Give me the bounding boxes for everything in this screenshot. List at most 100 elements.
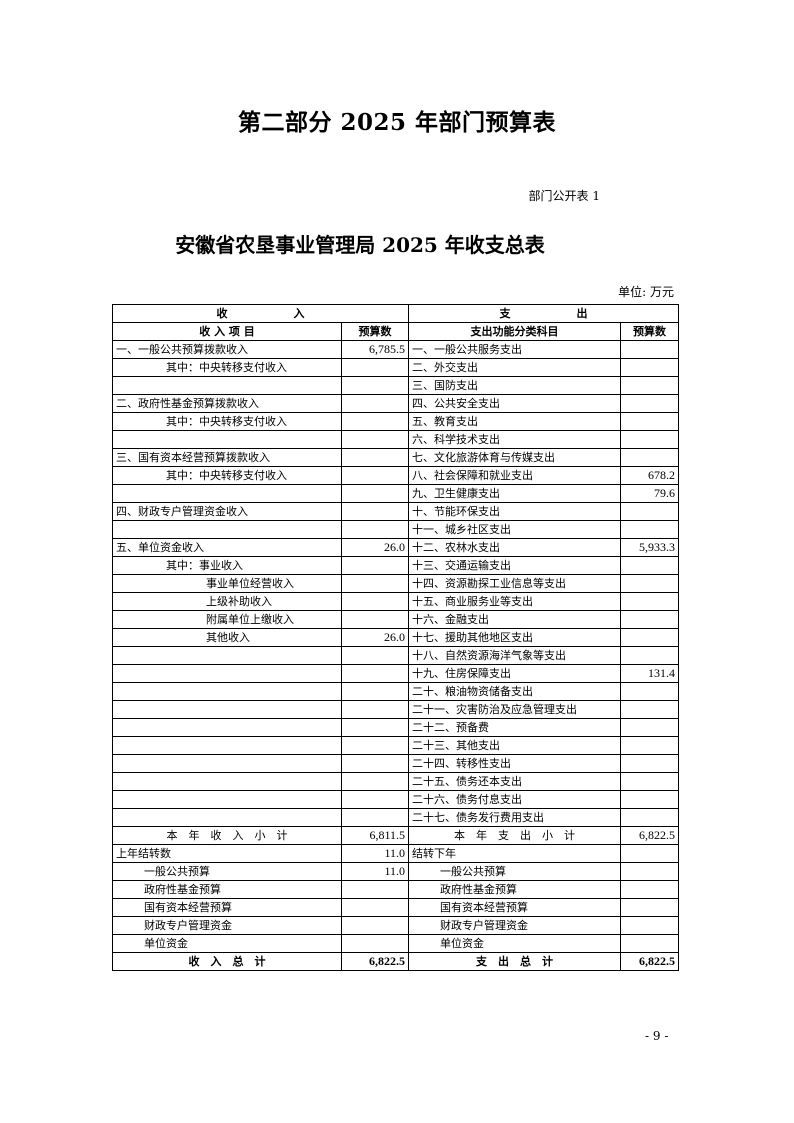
table-row: 其中：中央转移支付收入 二、外交支出 [112, 358, 679, 377]
expense-amount [620, 430, 679, 449]
subtotal-row: 本 年 收 入 小 计 6,811.5 本 年 支 出 小 计 6,822.5 [112, 826, 679, 845]
expense-amount [620, 844, 679, 863]
income-amount [341, 808, 409, 827]
expense-item: 二十三、其他支出 [408, 736, 621, 755]
expense-item: 国有资本经营预算 [408, 898, 621, 917]
expense-amount [620, 736, 679, 755]
expense-amount [620, 898, 679, 917]
income-amount [341, 718, 409, 737]
expense-item: 二十二、预备费 [408, 718, 621, 737]
document-title: 安徽省农垦事业管理局 2025 年收支总表 [175, 233, 545, 257]
expense-group-header: 支 出 [408, 304, 679, 323]
income-amount: 11.0 [341, 844, 409, 863]
expense-item: 十六、金融支出 [408, 610, 621, 629]
income-item: 四、财政专户管理资金收入 [112, 502, 342, 521]
income-item: 其中：中央转移支付收入 [112, 412, 342, 431]
expense-amount [620, 754, 679, 773]
income-amount [341, 646, 409, 665]
expense-item: 政府性基金预算 [408, 880, 621, 899]
table-row: 其中：中央转移支付收入 八、社会保障和就业支出 678.2 [112, 466, 679, 485]
expense-item: 五、教育支出 [408, 412, 621, 431]
income-item: 国有资本经营预算 [112, 898, 342, 917]
expense-item: 七、文化旅游体育与传媒支出 [408, 448, 621, 467]
income-item [112, 772, 342, 791]
table-row: 其中：中央转移支付收入 五、教育支出 [112, 412, 679, 431]
income-amount [341, 880, 409, 899]
carryover-row: 政府性基金预算 政府性基金预算 [112, 880, 679, 899]
income-amount [341, 376, 409, 395]
carryover-row: 一般公共预算 11.0 一般公共预算 [112, 862, 679, 881]
income-amount [341, 934, 409, 953]
income-amount [341, 394, 409, 413]
expense-amount [620, 718, 679, 737]
table-row: 五、单位资金收入 26.0 十二、农林水支出 5,933.3 [112, 538, 679, 557]
income-amount [341, 592, 409, 611]
income-amount [341, 772, 409, 791]
expense-amount [620, 610, 679, 629]
expense-item: 单位资金 [408, 934, 621, 953]
table-row: 事业单位经营收入 十四、资源勘探工业信息等支出 [112, 574, 679, 593]
income-item [112, 646, 342, 665]
table-row: 二十四、转移性支出 [112, 754, 679, 773]
expense-amount [620, 916, 679, 935]
table-number: 部门公开表 1 [528, 189, 600, 203]
budget-summary-table: 收 入 支 出 收 入 项 目 预算数 支出功能分类科目 预算数 一、一般公共预… [112, 304, 679, 971]
income-amount [341, 574, 409, 593]
income-amount: 26.0 [341, 538, 409, 557]
expense-item: 二十五、债务还本支出 [408, 772, 621, 791]
table-row: 十一、城乡社区支出 [112, 520, 679, 539]
income-item: 三、国有资本经营预算拨款收入 [112, 448, 342, 467]
income-item [112, 718, 342, 737]
income-amount [341, 448, 409, 467]
expense-amount [620, 358, 679, 377]
expense-item: 二十一、灾害防治及应急管理支出 [408, 700, 621, 719]
expense-item: 二十四、转移性支出 [408, 754, 621, 773]
income-item [112, 682, 342, 701]
expense-amount [620, 448, 679, 467]
expense-amount-header: 预算数 [620, 322, 679, 341]
income-item-header: 收 入 项 目 [112, 322, 342, 341]
expense-item: 二十七、债务发行费用支出 [408, 808, 621, 827]
income-item [112, 376, 342, 395]
income-item [112, 736, 342, 755]
expense-amount [620, 772, 679, 791]
carryover-row: 财政专户管理资金 财政专户管理资金 [112, 916, 679, 935]
expense-item: 十五、商业服务业等支出 [408, 592, 621, 611]
expense-amount [620, 862, 679, 881]
expense-amount [620, 556, 679, 575]
expense-item: 二、外交支出 [408, 358, 621, 377]
table-row: 一、一般公共预算拨款收入 6,785.5 一、一般公共服务支出 [112, 340, 679, 359]
income-item: 本 年 收 入 小 计 [112, 826, 342, 845]
income-amount-header: 预算数 [341, 322, 409, 341]
expense-amount [620, 394, 679, 413]
income-item: 上年结转数 [112, 844, 342, 863]
income-item: 上级补助收入 [112, 592, 342, 611]
table-row: 二十五、债务还本支出 [112, 772, 679, 791]
table-row: 二、政府性基金预算拨款收入 四、公共安全支出 [112, 394, 679, 413]
expense-item: 一般公共预算 [408, 862, 621, 881]
income-item [112, 484, 342, 503]
income-amount [341, 466, 409, 485]
table-row: 十九、住房保障支出 131.4 [112, 664, 679, 683]
income-group-header: 收 入 [112, 304, 409, 323]
expense-item: 本 年 支 出 小 计 [408, 826, 621, 845]
expense-item: 八、社会保障和就业支出 [408, 466, 621, 485]
income-item [112, 790, 342, 809]
income-item: 财政专户管理资金 [112, 916, 342, 935]
expense-amount [620, 412, 679, 431]
income-amount [341, 682, 409, 701]
page-number: - 9 - [645, 1029, 669, 1043]
carryover-row: 国有资本经营预算 国有资本经营预算 [112, 898, 679, 917]
income-item: 事业单位经营收入 [112, 574, 342, 593]
income-item: 一、一般公共预算拨款收入 [112, 340, 342, 359]
expense-item: 二十、粮油物资储备支出 [408, 682, 621, 701]
income-amount [341, 916, 409, 935]
expense-amount [620, 682, 679, 701]
expense-item: 三、国防支出 [408, 376, 621, 395]
expense-item: 十九、住房保障支出 [408, 664, 621, 683]
expense-item: 十七、援助其他地区支出 [408, 628, 621, 647]
income-amount [341, 556, 409, 575]
expense-item: 四、公共安全支出 [408, 394, 621, 413]
table-row: 十八、自然资源海洋气象等支出 [112, 646, 679, 665]
total-row: 收 入 总 计 6,822.5 支 出 总 计 6,822.5 [112, 952, 679, 971]
